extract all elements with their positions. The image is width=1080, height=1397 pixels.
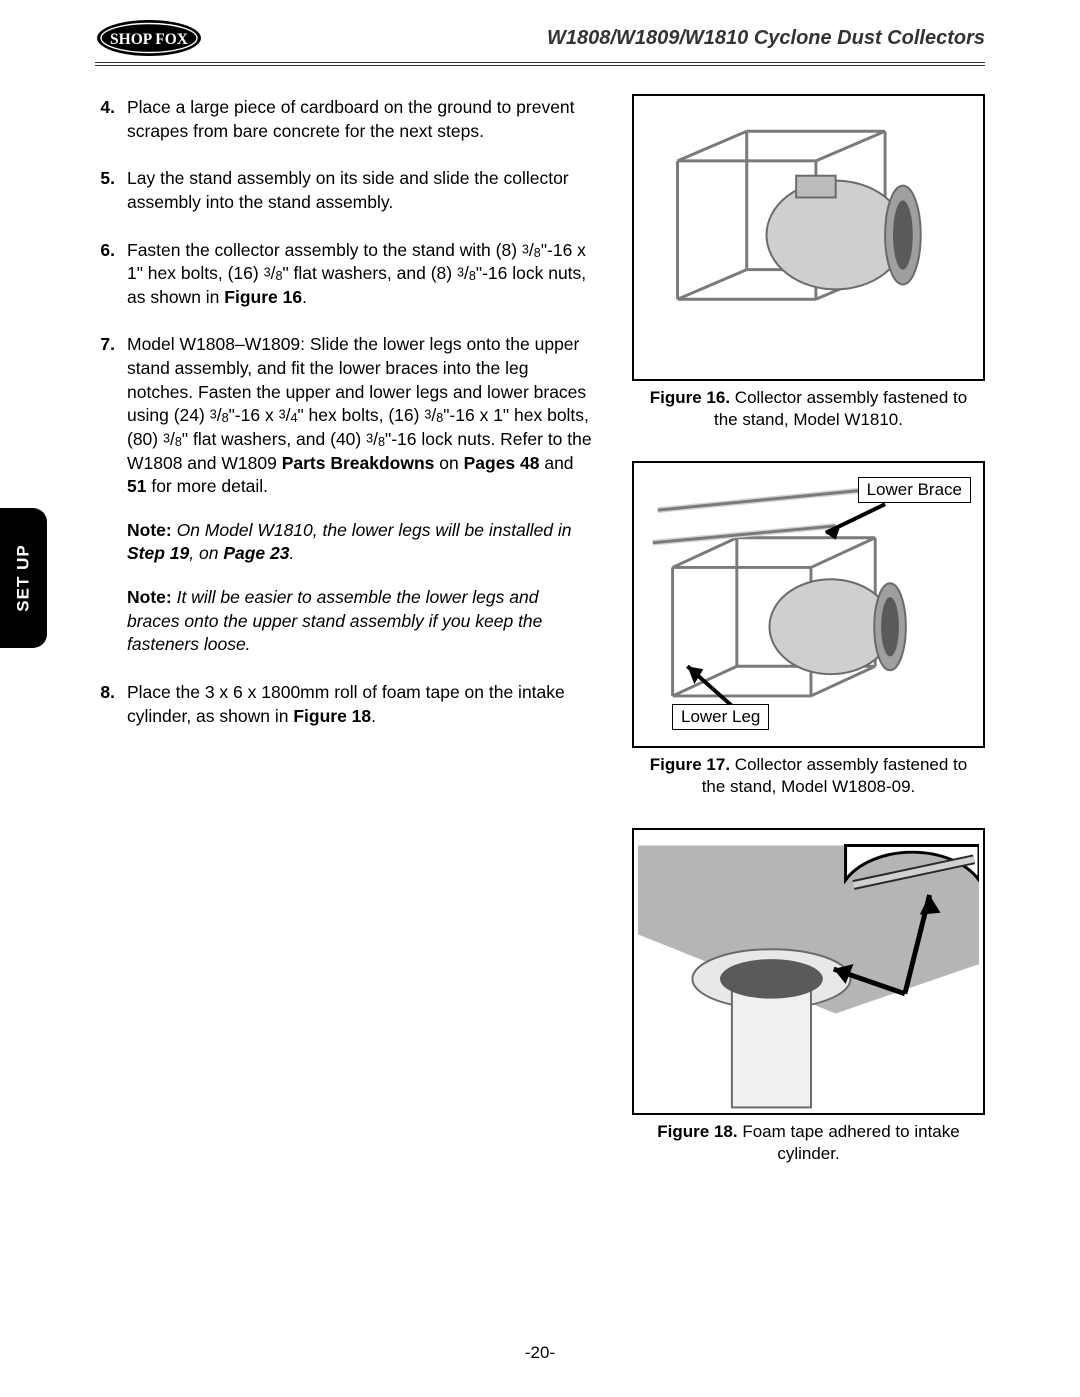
section-tab-setup: SET UP [0,508,47,648]
step-7: 7. Model W1808–W1809: Slide the lower le… [95,333,594,657]
svg-text:SHOP FOX: SHOP FOX [110,31,189,48]
figure-18-caption: Figure 18. Foam tape adhered to intake c… [632,1121,985,1165]
figure-17-caption: Figure 17. Collector assembly fastened t… [632,754,985,798]
page-header: SHOP FOX W1808/W1809/W1810 Cyclone Dust … [95,18,985,66]
brand-logo: SHOP FOX [95,18,203,58]
figure-16-caption: Figure 16. Collector assembly fastened t… [632,387,985,431]
document-title: W1808/W1809/W1810 Cyclone Dust Collector… [547,27,985,50]
figure-17: Lower Brace Lower Leg Figure 17. Collect… [632,461,985,798]
callout-lower-leg: Lower Leg [672,704,769,730]
step-5: 5. Lay the stand assembly on its side an… [95,167,594,214]
figure-16: Figure 16. Collector assembly fastened t… [632,94,985,431]
callout-lower-brace: Lower Brace [858,477,971,503]
instruction-steps: 4. Place a large piece of cardboard on t… [95,94,594,1196]
figure-17-illustration [638,467,979,742]
page-number: -20- [0,1343,1080,1363]
step-4: 4. Place a large piece of cardboard on t… [95,96,594,143]
step-6: 6. Fasten the collector assembly to the … [95,239,594,310]
figure-16-illustration [638,100,979,375]
step-8: 8. Place the 3 x 6 x 1800mm roll of foam… [95,681,594,728]
figure-18-illustration [638,834,979,1109]
figure-18: Figure 18. Foam tape adhered to intake c… [632,828,985,1165]
